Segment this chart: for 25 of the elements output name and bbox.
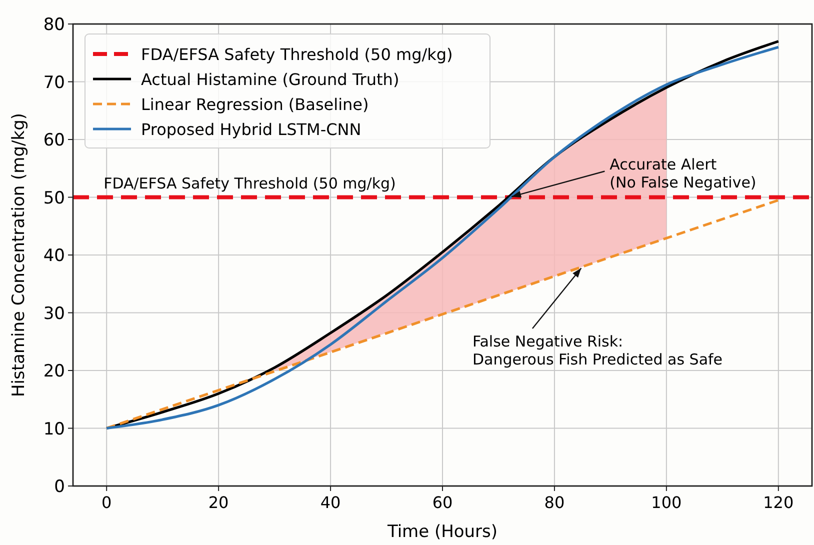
y-tick-label: 60 [43,130,65,150]
y-tick-label: 10 [43,419,65,440]
ref-line-label: FDA/EFSA Safety Threshold (50 mg/kg) [104,174,396,192]
text: FDA/EFSA Safety Threshold (50 mg/kg) [141,45,453,64]
annotation: False Negative Risk: Dangerous Fish Predicted as Safe [472,332,723,369]
y-tick-label: 70 [43,72,65,93]
x-tick-label: 100 [651,493,682,512]
x-tick-label: 120 [763,493,794,512]
x-axis-title: Time (Hours) [386,522,498,542]
legend-label: Actual Histamine (Ground Truth) [141,70,400,89]
legend-label: Proposed Hybrid LSTM-CNN [141,120,362,139]
x-tick-label: 40 [320,493,341,512]
x-tick-label: 80 [544,493,565,512]
x-tick-label: 60 [432,493,453,512]
y-tick-label: 30 [43,304,65,324]
x-tick-label: 20 [208,493,229,512]
annotation: Accurate Alert (No False Negative) [610,155,756,192]
legend-label: Linear Regression (Baseline) [141,95,369,114]
y-tick-label: 50 [43,188,65,208]
y-tick-label: 40 [43,246,65,266]
x-tick-label: 0 [101,493,112,512]
y-tick-label: 80 [43,15,65,35]
y-tick-label: 20 [43,362,65,382]
y-tick-label: 0 [54,477,65,497]
y-axis-title: Histamine Concentration (mg/kg) [9,112,29,398]
